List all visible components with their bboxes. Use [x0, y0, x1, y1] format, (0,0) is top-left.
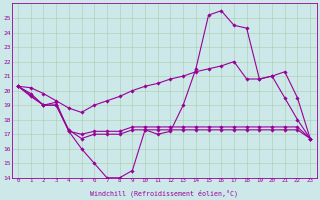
- X-axis label: Windchill (Refroidissement éolien,°C): Windchill (Refroidissement éolien,°C): [90, 189, 238, 197]
